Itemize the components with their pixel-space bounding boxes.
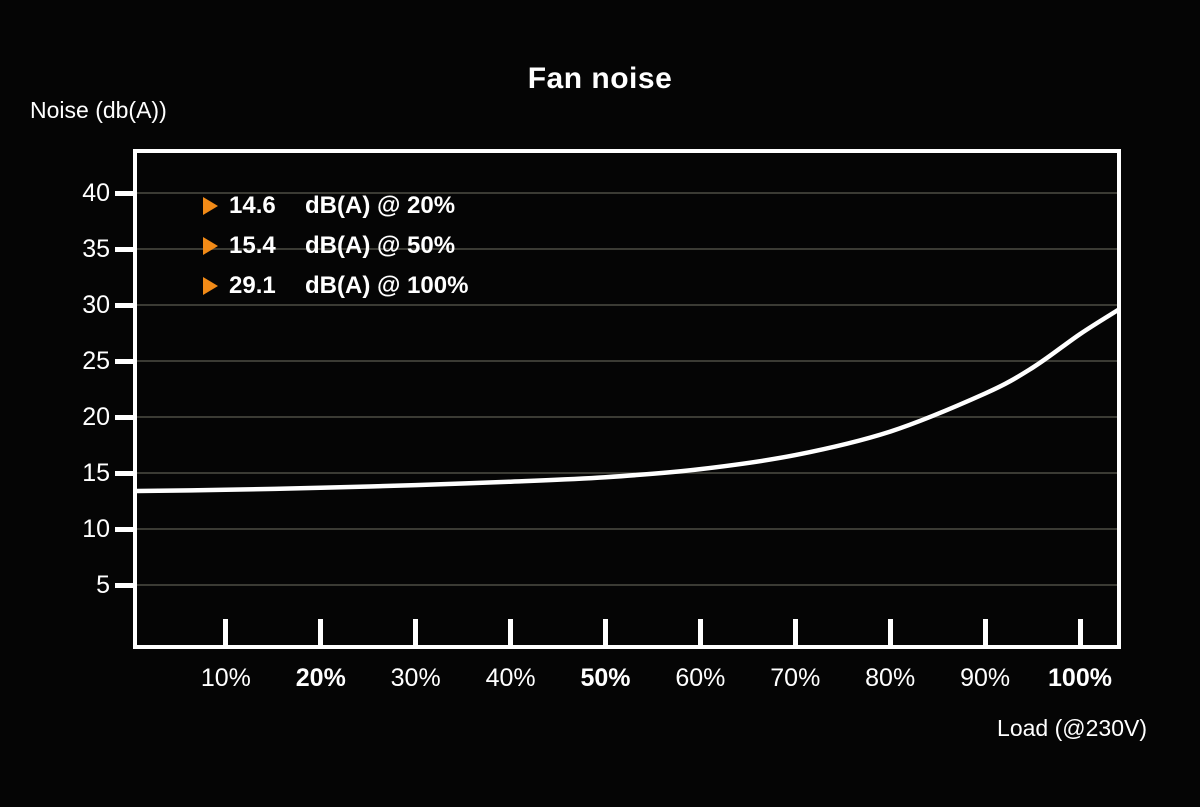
y-tick: [115, 414, 136, 420]
y-tick-label: 20: [82, 403, 110, 431]
x-tick: [413, 619, 419, 645]
y-tick-label: 15: [82, 459, 110, 487]
x-tick: [792, 619, 798, 645]
gridline: [137, 304, 1117, 306]
gridline: [137, 528, 1117, 530]
y-tick-label: 25: [82, 347, 110, 375]
x-tick-label: 80%: [865, 664, 916, 692]
legend-label: dB(A) @ 100%: [305, 272, 469, 299]
y-tick-label: 40: [82, 179, 110, 207]
x-tick: [697, 619, 703, 645]
x-tick-label: 60%: [675, 664, 726, 692]
y-tick: [115, 246, 136, 252]
y-axis-label: Noise (db(A)): [30, 97, 167, 123]
legend-row: 15.4 dB(A) @ 50%: [203, 226, 468, 266]
noise-curve: [137, 307, 1117, 494]
x-tick: [318, 619, 324, 645]
x-tick-label: 10%: [200, 664, 251, 692]
legend-row: 14.6 dB(A) @ 20%: [203, 186, 468, 226]
y-tick: [115, 470, 136, 476]
triangle-right-icon: [203, 277, 218, 295]
y-tick: [115, 302, 136, 308]
legend-value: 29.1: [229, 272, 276, 299]
plot-area: 14.6 dB(A) @ 20% 15.4 dB(A) @ 50% 29.1 dB(A) …: [133, 149, 1121, 649]
x-tick: [1077, 619, 1083, 645]
chart-title: Fan noise: [527, 62, 673, 95]
x-tick-label: 20%: [295, 664, 346, 692]
legend-value: 14.6: [229, 192, 276, 219]
y-tick: [115, 190, 136, 196]
y-tick: [115, 358, 136, 364]
x-tick-label: 100%: [1048, 664, 1112, 692]
y-tick: [115, 582, 136, 588]
x-tick-label: 70%: [770, 664, 821, 692]
x-tick-label: 30%: [390, 664, 441, 692]
x-tick: [508, 619, 514, 645]
y-tick-label: 35: [82, 235, 110, 263]
x-tick: [223, 619, 229, 645]
x-tick: [603, 619, 608, 645]
legend-label: dB(A) @ 20%: [305, 192, 456, 219]
x-tick: [887, 619, 893, 645]
legend-label: dB(A) @ 50%: [305, 232, 456, 259]
y-tick-label: 5: [96, 571, 110, 599]
x-tick-label: 90%: [960, 664, 1011, 692]
x-tick: [982, 619, 988, 645]
gridline: [137, 360, 1117, 362]
x-tick-label: 50%: [580, 664, 631, 692]
y-tick-label: 10: [82, 515, 110, 543]
y-tick: [115, 526, 136, 532]
legend-row: 29.1 dB(A) @ 100%: [203, 266, 468, 306]
gridline: [137, 472, 1117, 474]
x-axis-label: Load (@230V): [997, 715, 1147, 741]
gridline: [137, 192, 1117, 194]
x-tick-label: 40%: [485, 664, 536, 692]
gridline: [137, 248, 1117, 250]
gridline: [137, 416, 1117, 418]
legend-value: 15.4: [229, 232, 276, 259]
gridline: [137, 584, 1117, 586]
plot-inner: 14.6 dB(A) @ 20% 15.4 dB(A) @ 50% 29.1 dB(A) …: [137, 153, 1117, 645]
y-tick-label: 30: [82, 291, 110, 319]
triangle-right-icon: [203, 197, 218, 215]
legend: 14.6 dB(A) @ 20% 15.4 dB(A) @ 50% 29.1 dB(A) …: [203, 186, 468, 306]
triangle-right-icon: [203, 237, 218, 255]
